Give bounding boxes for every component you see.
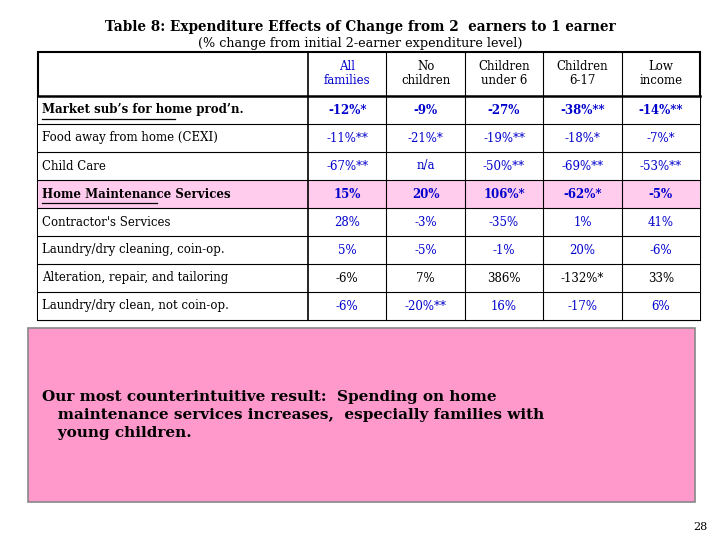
Text: -6%: -6% (649, 244, 672, 256)
Text: -5%: -5% (649, 187, 673, 200)
Text: Contractor's Services: Contractor's Services (42, 215, 171, 228)
Text: Alteration, repair, and tailoring: Alteration, repair, and tailoring (42, 272, 228, 285)
Text: -67%**: -67%** (326, 159, 368, 172)
Text: Low: Low (649, 60, 673, 73)
Text: Home Maintenance Services: Home Maintenance Services (42, 187, 230, 200)
Text: -35%: -35% (489, 215, 519, 228)
Text: Children: Children (478, 60, 530, 73)
Text: children: children (401, 74, 450, 87)
Text: -3%: -3% (414, 215, 437, 228)
Text: -12%*: -12%* (328, 104, 366, 117)
Text: -38%**: -38%** (560, 104, 605, 117)
Text: -11%**: -11%** (326, 132, 368, 145)
Text: -1%: -1% (492, 244, 516, 256)
Text: -20%**: -20%** (405, 300, 446, 313)
Bar (38, 96, 700, 124)
Text: -6%: -6% (336, 272, 359, 285)
Text: 6-17: 6-17 (570, 74, 595, 87)
Text: -62%*: -62%* (563, 187, 602, 200)
Bar (38, 52, 700, 320)
Text: -19%**: -19%** (483, 132, 525, 145)
Text: income: income (639, 74, 683, 87)
Text: -9%: -9% (413, 104, 438, 117)
Text: families: families (324, 74, 371, 87)
Text: 33%: 33% (648, 272, 674, 285)
Text: Children: Children (557, 60, 608, 73)
Text: -50%**: -50%** (483, 159, 525, 172)
Text: 20%: 20% (412, 187, 439, 200)
Text: 386%: 386% (487, 272, 521, 285)
Text: 1%: 1% (573, 215, 592, 228)
Text: Food away from home (CEXI): Food away from home (CEXI) (42, 132, 218, 145)
Text: 106%*: 106%* (483, 187, 525, 200)
Text: 16%: 16% (491, 300, 517, 313)
Text: 28%: 28% (334, 215, 360, 228)
Bar (38, 124, 700, 152)
Text: 15%: 15% (333, 187, 361, 200)
Text: -27%: -27% (488, 104, 520, 117)
Text: All: All (339, 60, 355, 73)
Text: -18%*: -18%* (564, 132, 600, 145)
Text: -132%*: -132%* (561, 272, 604, 285)
Text: -7%*: -7%* (647, 132, 675, 145)
Text: 41%: 41% (648, 215, 674, 228)
Text: -5%: -5% (414, 244, 437, 256)
Text: Table 8: Expenditure Effects of Change from 2  earners to 1 earner: Table 8: Expenditure Effects of Change f… (104, 20, 616, 34)
Text: Our most counterintuitive result:  Spending on home: Our most counterintuitive result: Spendi… (42, 390, 497, 404)
Text: Laundry/dry clean, not coin-op.: Laundry/dry clean, not coin-op. (42, 300, 229, 313)
Bar (28, 328, 695, 502)
Text: 20%: 20% (570, 244, 595, 256)
Text: Child Care: Child Care (42, 159, 106, 172)
Text: Laundry/dry cleaning, coin-op.: Laundry/dry cleaning, coin-op. (42, 244, 225, 256)
Text: -17%: -17% (567, 300, 598, 313)
Text: -14%**: -14%** (639, 104, 683, 117)
Text: 6%: 6% (652, 300, 670, 313)
Text: young children.: young children. (42, 426, 192, 440)
Text: maintenance services increases,  especially families with: maintenance services increases, especial… (42, 408, 544, 422)
Text: n/a: n/a (416, 159, 435, 172)
Text: 7%: 7% (416, 272, 435, 285)
Text: No: No (417, 60, 434, 73)
Text: 5%: 5% (338, 244, 356, 256)
Text: -21%*: -21%* (408, 132, 444, 145)
Text: under 6: under 6 (481, 74, 527, 87)
Text: -6%: -6% (336, 300, 359, 313)
Bar (38, 292, 700, 320)
Text: 28: 28 (694, 522, 708, 532)
Text: Market sub’s for home prod’n.: Market sub’s for home prod’n. (42, 104, 243, 117)
Bar (38, 264, 700, 292)
Bar (38, 152, 700, 180)
Text: -69%**: -69%** (562, 159, 603, 172)
Text: -53%**: -53%** (640, 159, 682, 172)
Bar (38, 236, 700, 264)
Bar (38, 208, 700, 236)
Bar (38, 180, 700, 208)
Text: (% change from initial 2-earner expenditure level): (% change from initial 2-earner expendit… (198, 37, 522, 50)
